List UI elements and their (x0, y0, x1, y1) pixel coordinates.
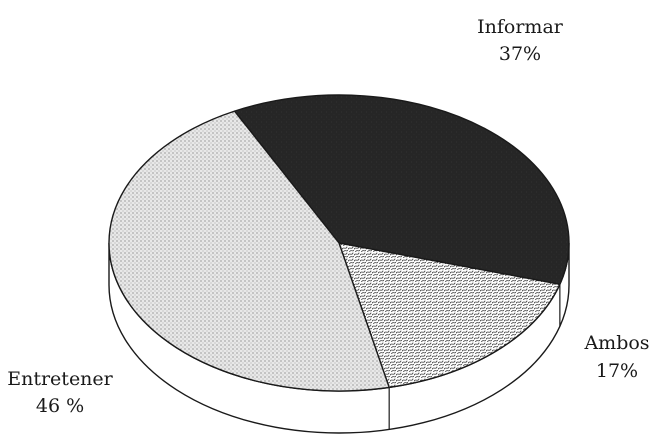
slice-label-entretener: Entretener (7, 368, 113, 390)
pie-slice-ambos (338, 242, 561, 389)
slice-label-informar: Informar (477, 16, 564, 38)
pie-slice-entretener (108, 110, 390, 392)
slice-value-ambos: 17% (596, 360, 638, 382)
pie-labels: Informar 37% Ambos 17% Entretener 46 % (7, 16, 649, 417)
slice-value-entretener: 46 % (36, 395, 84, 417)
pie-slices (108, 94, 570, 392)
pie-slice-informar (233, 94, 570, 285)
slice-value-informar: 37% (499, 43, 541, 65)
slice-label-ambos: Ambos (583, 332, 649, 354)
